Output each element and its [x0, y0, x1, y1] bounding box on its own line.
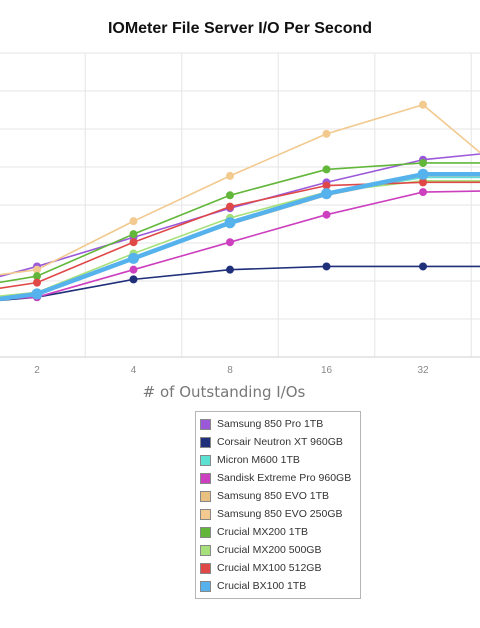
- x-tick-label: 4: [131, 365, 137, 376]
- legend-label: Sandisk Extreme Pro 960GB: [217, 472, 352, 484]
- data-point: [129, 217, 138, 226]
- data-point: [226, 191, 234, 200]
- data-point: [419, 178, 427, 187]
- legend-item[interactable]: Corsair Neutron XT 960GB: [196, 433, 360, 451]
- legend-item[interactable]: Samsung 850 EVO 1TB: [196, 487, 360, 505]
- x-tick-label: 16: [321, 365, 333, 376]
- data-point: [322, 165, 331, 174]
- legend-swatch: [200, 544, 211, 556]
- legend-swatch: [200, 526, 211, 538]
- series-line: [0, 176, 480, 300]
- series: [0, 262, 480, 302]
- data-point: [129, 275, 138, 284]
- data-point: [321, 188, 332, 200]
- data-point: [226, 265, 234, 274]
- series: [0, 178, 480, 290]
- grid-layer: [0, 52, 480, 358]
- legend-item[interactable]: Samsung 850 EVO 250GB: [196, 505, 360, 523]
- legend-swatch: [200, 436, 211, 448]
- data-point: [226, 202, 234, 211]
- series: [0, 100, 480, 276]
- legend-swatch: [200, 418, 211, 430]
- data-point: [224, 217, 236, 229]
- data-point: [322, 210, 331, 219]
- x-tick-label: 32: [417, 365, 429, 376]
- data-point: [129, 238, 138, 247]
- legend-label: Crucial MX200 1TB: [217, 526, 309, 538]
- legend-item[interactable]: Crucial MX200 500GB: [196, 541, 360, 559]
- legend-label: Corsair Neutron XT 960GB: [217, 436, 343, 448]
- legend-item[interactable]: Micron M600 1TB: [196, 451, 360, 469]
- legend-item[interactable]: Crucial BX100 1TB: [196, 577, 360, 595]
- data-point: [128, 252, 139, 264]
- legend-label: Samsung 850 Pro 1TB: [217, 418, 324, 430]
- legend-swatch: [200, 490, 211, 502]
- legend-label: Crucial BX100 1TB: [217, 580, 307, 592]
- legend-swatch: [200, 508, 211, 520]
- series-line: [0, 265, 480, 302]
- series-line: [0, 179, 480, 297]
- data-point: [33, 265, 41, 274]
- data-point: [226, 238, 234, 247]
- data-point: [419, 188, 427, 197]
- legend: Samsung 850 Pro 1TB Corsair Neutron XT 96…: [195, 411, 361, 599]
- x-axis-title: # of Outstanding I/Os: [143, 383, 306, 401]
- x-tick-label: 8: [227, 365, 233, 376]
- legend-label: Crucial MX200 500GB: [217, 544, 322, 556]
- series: [0, 173, 480, 300]
- chart-title: IOMeter File Server I/O Per Second: [107, 20, 373, 37]
- data-point: [419, 158, 427, 167]
- series-layer: [0, 100, 480, 302]
- data-point: [33, 278, 41, 287]
- series: [0, 168, 480, 302]
- x-tick-labels: 2 4 8 16 32: [34, 365, 429, 376]
- legend-swatch: [200, 472, 211, 484]
- legend-swatch: [200, 580, 211, 592]
- data-point: [419, 262, 427, 271]
- data-point: [129, 230, 138, 239]
- legend-label: Samsung 850 EVO 250GB: [217, 508, 343, 520]
- legend-item[interactable]: Sandisk Extreme Pro 960GB: [196, 469, 360, 487]
- data-point: [129, 265, 138, 274]
- data-point: [322, 129, 331, 138]
- legend-item[interactable]: Samsung 850 Pro 1TB: [196, 415, 360, 433]
- data-point: [322, 262, 331, 271]
- legend-item[interactable]: Crucial MX100 512GB: [196, 559, 360, 577]
- data-point: [33, 272, 41, 281]
- legend-swatch: [200, 454, 211, 466]
- x-tick-label: 2: [34, 365, 40, 376]
- data-point: [419, 100, 427, 109]
- legend-swatch: [200, 562, 211, 574]
- series-line: [0, 190, 480, 300]
- legend-item[interactable]: Crucial MX200 1TB: [196, 523, 360, 541]
- data-point: [322, 181, 331, 190]
- legend-label: Micron M600 1TB: [217, 454, 300, 466]
- data-point: [31, 288, 43, 300]
- data-point: [417, 168, 429, 180]
- series: [0, 158, 480, 284]
- legend-label: Samsung 850 EVO 1TB: [217, 490, 330, 502]
- legend-label: Crucial MX100 512GB: [217, 562, 322, 574]
- data-point: [226, 171, 234, 180]
